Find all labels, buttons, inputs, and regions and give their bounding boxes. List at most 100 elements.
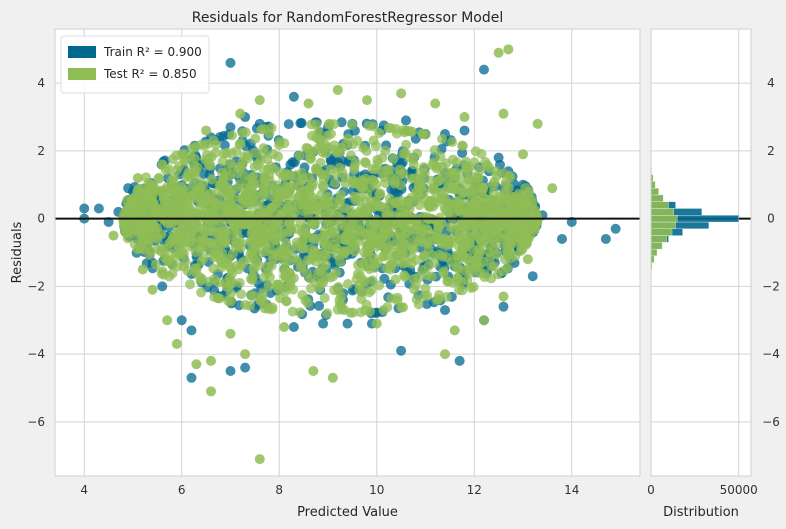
point-test [384,208,395,219]
point-train [479,64,489,75]
point-test [498,291,509,302]
point-test [309,202,320,213]
point-test [218,148,229,159]
point-test [522,254,533,265]
point-test [184,227,195,238]
point-test [156,186,167,197]
point-test [476,148,487,159]
point-test [240,219,251,230]
point-test [435,151,446,162]
point-test [240,349,251,360]
point-train [459,125,470,136]
point-test [367,174,378,185]
point-test [349,246,360,257]
hist-bar-test [650,194,664,202]
point-test [492,249,503,260]
distribution-axis-label: Distribution [663,505,739,520]
point-test [527,202,538,213]
point-test [196,139,207,150]
point-test [434,249,445,260]
point-test [395,200,406,211]
point-test [411,254,422,265]
point-test [500,180,511,191]
point-train [493,152,504,163]
point-test [421,270,432,281]
point-test [461,179,472,190]
point-train [498,301,509,312]
point-test [158,269,169,280]
point-test [492,219,503,230]
point-train [186,325,197,336]
point-test [486,273,497,284]
point-test [493,203,504,214]
point-test [374,128,385,139]
point-test [206,174,217,185]
x-tick-label: 10 [369,483,384,497]
point-test [300,185,311,196]
point-test [430,185,441,196]
point-test [218,233,229,244]
point-test [417,128,428,139]
point-test [246,172,257,183]
point-test [380,178,391,189]
point-test [176,181,187,192]
point-test [236,237,247,248]
point-test [236,289,247,300]
point-test [225,212,236,223]
legend-label-test: Test R² = 0.850 [103,67,197,81]
point-test [361,299,372,310]
point-test [470,229,481,240]
point-test [171,338,182,349]
point-test [408,274,419,285]
point-test [471,261,482,272]
point-test [161,204,172,215]
hist-bar-test [650,208,674,216]
point-test [225,288,236,299]
hist-y-tick-label: −2 [762,279,780,293]
hist-bar-test [650,181,656,189]
point-test [488,261,499,272]
hist-bar-test [650,242,663,250]
point-test [318,143,329,154]
point-test [205,209,216,220]
point-test [235,108,246,119]
point-test [319,225,330,236]
legend-box [60,35,210,94]
point-test [453,181,464,192]
point-test [137,244,148,255]
point-test [470,176,481,187]
point-test [245,236,256,247]
point-test [245,182,256,193]
point-test [263,281,274,292]
point-test [250,147,261,158]
point-test [450,167,461,178]
point-test [521,231,532,242]
point-train [342,318,353,329]
point-train [318,318,329,329]
point-test [259,190,270,201]
hist-bar-test [650,221,676,229]
point-test [398,302,409,313]
point-test [287,306,298,317]
point-test [340,178,351,189]
point-train [79,203,90,214]
point-test [249,221,260,232]
point-test [437,133,448,144]
point-test [453,233,464,244]
point-test [108,230,119,241]
point-test [364,287,375,298]
point-train [401,115,411,126]
point-test [227,193,238,204]
point-train [610,223,621,234]
point-test [250,133,261,144]
point-test [225,158,236,169]
point-train [186,372,197,383]
point-test [502,262,513,273]
point-test [490,166,501,177]
point-test [271,279,282,290]
point-test [363,120,374,131]
y-tick-label: −2 [27,279,45,293]
point-test [465,267,476,278]
point-test [382,302,393,313]
point-test [362,189,373,200]
